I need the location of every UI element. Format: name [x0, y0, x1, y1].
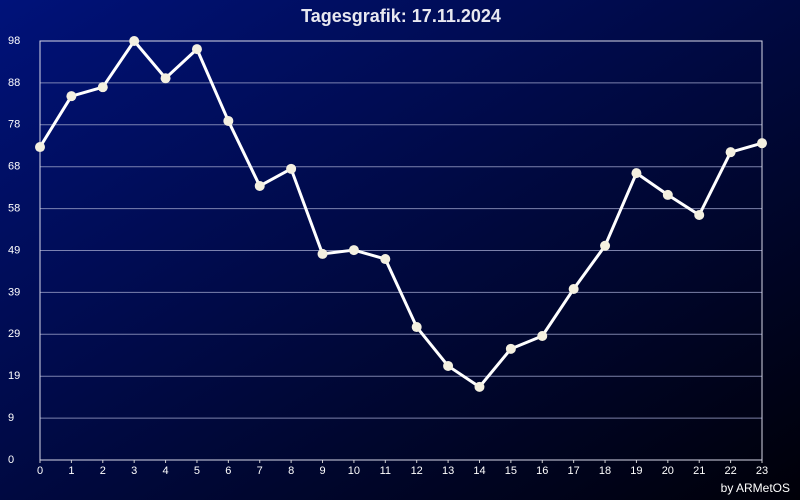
plot-border [39, 40, 763, 461]
x-tick-label: 2 [100, 465, 106, 477]
point [160, 73, 171, 84]
y-tick-label: 88 [8, 77, 20, 89]
x-tick-label: 3 [131, 465, 137, 477]
point [35, 142, 45, 153]
point [568, 283, 579, 294]
x-tick-label: 5 [194, 465, 200, 477]
point [474, 381, 485, 392]
x-tick-label: 0 [37, 465, 43, 477]
y-tick-label: 19 [8, 370, 20, 382]
y-tick-label: 0 [8, 454, 14, 466]
x-tick-label: 10 [348, 465, 360, 477]
point [694, 210, 705, 221]
point [505, 343, 516, 354]
point [129, 36, 140, 46]
x-tick-label: 7 [257, 465, 263, 477]
x-tick-label: 15 [505, 465, 517, 477]
point [66, 91, 77, 102]
chart-title: Tagesgrafik: 17.11.2024 [301, 6, 501, 26]
y-tick-label: 68 [8, 161, 20, 173]
y-tick-label: 39 [8, 286, 20, 298]
point [537, 331, 548, 342]
point [443, 360, 454, 371]
x-tick-label: 1 [68, 465, 74, 477]
y-tick-label: 98 [8, 35, 20, 47]
point [191, 44, 202, 55]
x-tick-label: 9 [319, 465, 325, 477]
y-tick-label: 9 [8, 412, 14, 424]
x-tick-label: 13 [442, 465, 454, 477]
point [662, 189, 673, 200]
point [348, 245, 359, 256]
x-tick-label: 16 [536, 465, 548, 477]
point [411, 322, 422, 333]
x-tick-label: 4 [163, 465, 169, 477]
point [223, 115, 234, 126]
point [380, 254, 391, 265]
point [600, 240, 611, 251]
point [254, 180, 265, 191]
x-tick-label: 19 [630, 465, 642, 477]
point [317, 248, 328, 259]
x-tick-label: 11 [380, 465, 391, 477]
x-tick-label: 22 [724, 465, 736, 477]
x-tick-label: 18 [599, 465, 611, 477]
x-tick-label: 23 [756, 465, 768, 477]
credit: by ARMetOS [721, 481, 790, 495]
x-tick-label: 14 [473, 465, 485, 477]
point [631, 168, 642, 179]
point [725, 147, 736, 158]
y-tick-label: 58 [8, 203, 20, 215]
x-tick-label: 21 [693, 465, 705, 477]
x-tick-label: 6 [225, 465, 231, 477]
y-tick-label: 49 [8, 244, 20, 256]
point [757, 138, 767, 149]
x-tick-label: 8 [288, 465, 294, 477]
x-tick-label: 12 [411, 465, 423, 477]
y-tick-label: 78 [8, 119, 20, 131]
point [286, 163, 297, 174]
y-tick-label: 29 [8, 328, 20, 340]
x-tick-label: 20 [662, 465, 674, 477]
series-line [38, 39, 763, 389]
x-tick-label: 17 [568, 465, 580, 477]
point [97, 82, 108, 93]
